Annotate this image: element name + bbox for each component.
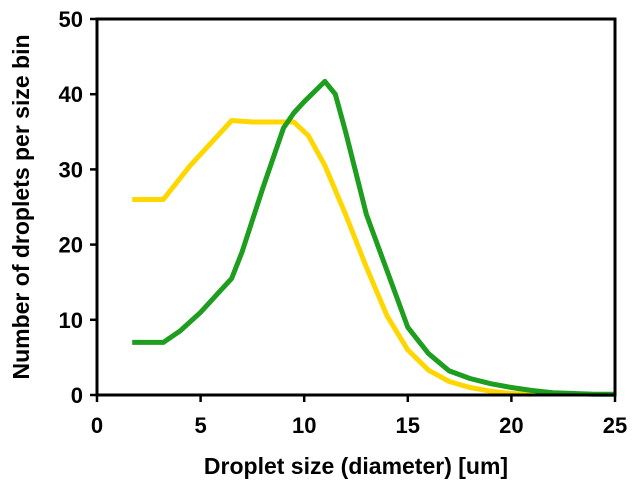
x-tick-label: 5 — [194, 413, 206, 438]
x-tick-label: 0 — [91, 413, 103, 438]
x-axis-title: Droplet size (diameter) [um] — [204, 453, 508, 479]
series-line-1 — [132, 118, 533, 397]
y-tick-label: 20 — [59, 233, 83, 258]
y-tick-label: 10 — [59, 308, 83, 333]
x-tick-label: 20 — [499, 413, 523, 438]
plot-area-frame — [95, 17, 617, 397]
y-tick-label: 40 — [59, 82, 83, 107]
y-tick-label: 30 — [59, 157, 83, 182]
y-axis-title: Number of droplets per size bin — [8, 34, 34, 379]
x-tick-label: 15 — [396, 413, 420, 438]
series-line-2 — [132, 78, 615, 397]
x-tick-label: 10 — [292, 413, 316, 438]
y-tick-label: 50 — [59, 7, 83, 32]
x-tick-label: 25 — [603, 413, 627, 438]
ticks-layer: 0 5 10 15 20 25 0 10 20 30 40 50 — [59, 7, 628, 438]
y-tick-label: 0 — [71, 383, 83, 408]
marks-layer — [132, 78, 615, 397]
